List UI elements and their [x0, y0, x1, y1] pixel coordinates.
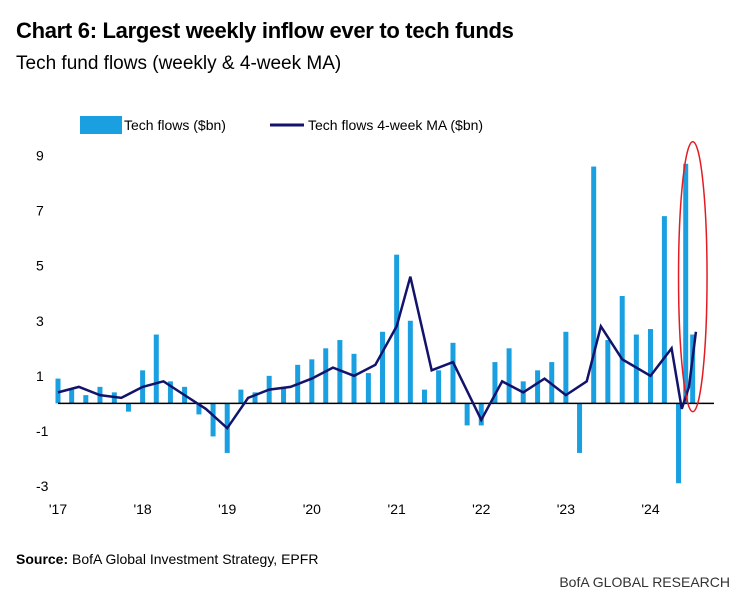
bar: [196, 403, 202, 415]
bar: [394, 254, 400, 404]
y-tick-label: 5: [36, 258, 44, 274]
x-tick-label: '18: [133, 501, 151, 517]
highlight-ellipse: [677, 141, 708, 413]
x-tick-label: '24: [641, 501, 659, 517]
bar: [167, 381, 173, 404]
legend-label-ma: Tech flows 4-week MA ($bn): [308, 117, 483, 133]
x-tick-label: '19: [218, 501, 236, 517]
x-tick-label: '22: [472, 501, 490, 517]
x-tick-label: '20: [303, 501, 321, 517]
x-axis-ticks: '17 '18 '19 '20 '21 '22 '23 '24: [49, 501, 660, 517]
bar: [83, 395, 89, 404]
y-tick-label: -1: [36, 423, 49, 439]
bar-series: [55, 163, 696, 484]
bar: [380, 331, 386, 404]
tech-flows-chart: Tech flows ($bn) Tech flows 4-week MA ($…: [36, 116, 714, 517]
source-text: BofA Global Investment Strategy, EPFR: [72, 551, 319, 567]
legend-swatch-tech-flows: [80, 116, 122, 134]
bar: [492, 362, 498, 404]
bar: [323, 348, 329, 404]
source-note: Source: BofA Global Investment Strategy,…: [16, 551, 318, 567]
y-tick-label: -3: [36, 478, 49, 494]
bar: [619, 295, 625, 404]
x-tick-label: '23: [557, 501, 575, 517]
bar: [647, 329, 653, 404]
bar: [436, 370, 442, 404]
x-tick-label: '21: [388, 501, 406, 517]
bar: [421, 389, 427, 404]
bar: [506, 348, 512, 404]
bar: [55, 378, 61, 404]
bar: [210, 403, 216, 437]
bar: [351, 353, 357, 404]
bar: [252, 392, 258, 404]
bar: [69, 389, 75, 404]
x-tick-label: '17: [49, 501, 67, 517]
chart-title: Chart 6: Largest weekly inflow ever to t…: [16, 18, 514, 43]
bar: [125, 403, 131, 412]
bar: [577, 403, 583, 453]
bar: [238, 389, 244, 404]
chart-subtitle: Tech fund flows (weekly & 4-week MA): [16, 53, 342, 74]
bar: [683, 163, 689, 404]
bar: [309, 359, 315, 404]
y-tick-label: 3: [36, 313, 44, 329]
ma-line-series: [57, 276, 698, 431]
bar: [464, 403, 470, 426]
brand-label: BofA GLOBAL RESEARCH: [559, 574, 730, 590]
legend-label-tech-flows: Tech flows ($bn): [124, 117, 226, 133]
y-tick-label: 7: [36, 203, 44, 219]
y-axis-ticks: 9 7 5 3 1 -1 -3: [36, 148, 49, 494]
bar: [337, 340, 343, 404]
bar: [605, 340, 611, 404]
y-tick-label: 1: [36, 368, 44, 384]
bar: [535, 370, 541, 404]
bar: [661, 216, 667, 404]
bar: [591, 166, 597, 404]
bar: [676, 403, 682, 484]
bar: [478, 403, 484, 426]
bar: [407, 320, 413, 404]
bar: [281, 386, 287, 404]
bar: [450, 342, 456, 404]
y-tick-label: 9: [36, 148, 44, 164]
bar: [365, 373, 371, 404]
bar: [153, 334, 159, 404]
chart-legend: Tech flows ($bn) Tech flows 4-week MA ($…: [80, 116, 483, 134]
source-label: Source:: [16, 551, 69, 567]
bar: [563, 331, 569, 404]
bar: [690, 334, 696, 404]
